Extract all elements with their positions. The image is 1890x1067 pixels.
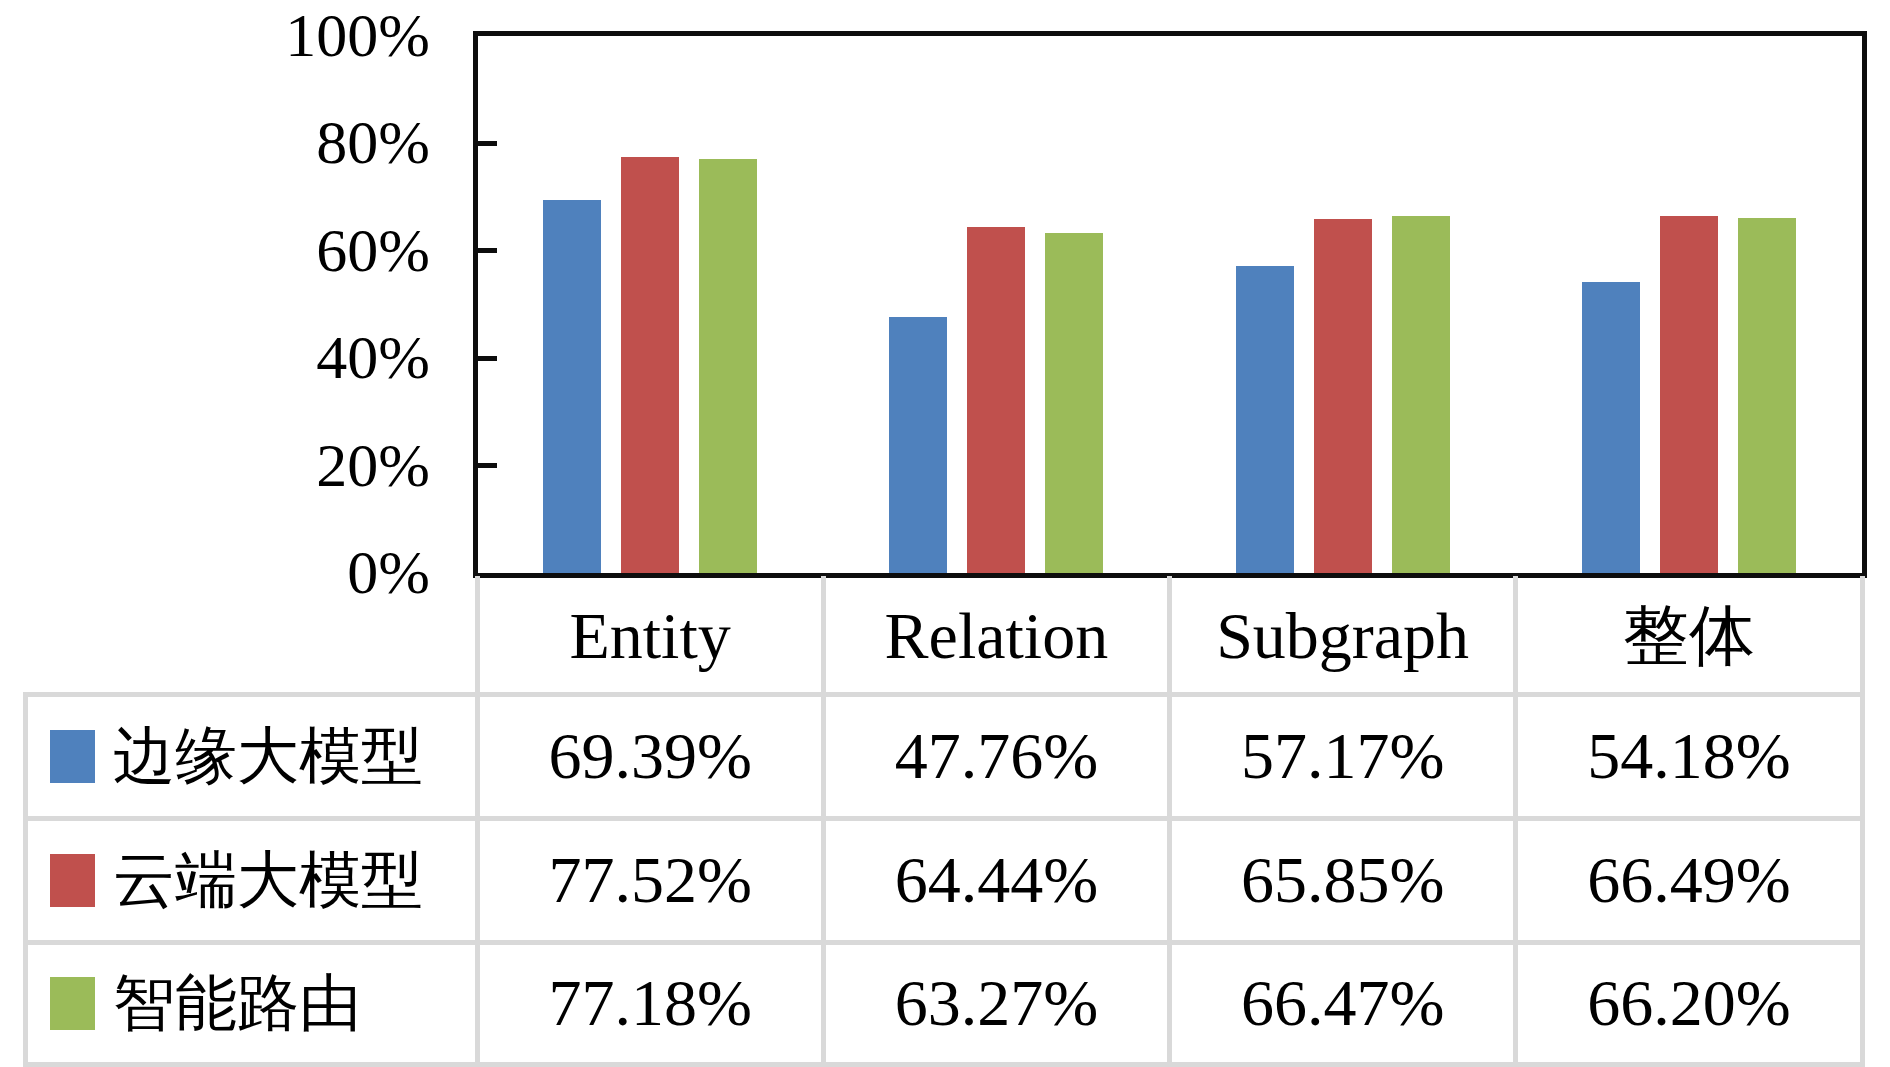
value-smart-routing-subgraph: 66.47% [1241, 970, 1444, 1036]
table-grid-vline-2 [1167, 576, 1172, 1067]
value-smart-routing-entity: 77.18% [548, 970, 751, 1036]
y-axis-label-60: 60% [0, 219, 430, 281]
value-edge-llm-subgraph: 57.17% [1241, 723, 1444, 789]
value-cloud-llm-entity: 77.52% [548, 847, 751, 913]
y-axis-label-100: 100% [0, 4, 430, 66]
table-grid-vline-left-edge [23, 692, 28, 1067]
axis-tick-40 [478, 356, 497, 361]
table-grid-vline-1 [821, 576, 826, 1067]
legend-label-edge-llm: 边缘大模型 [113, 725, 423, 787]
legend-cloud-llm: 云端大模型 [50, 849, 423, 911]
bar-smart-routing-subgraph [1392, 216, 1450, 573]
table-header-overall: 整体 [1623, 603, 1755, 669]
value-cloud-llm-subgraph: 65.85% [1241, 847, 1444, 913]
y-axis-label-80: 80% [0, 111, 430, 173]
bar-cloud-llm-subgraph [1314, 219, 1372, 573]
value-edge-llm-overall: 54.18% [1587, 723, 1790, 789]
bar-cloud-llm-overall [1660, 216, 1718, 573]
plot-area [473, 31, 1867, 578]
legend-swatch-edge-llm-icon [50, 730, 95, 783]
axis-tick-20 [478, 463, 497, 468]
bar-smart-routing-entity [699, 159, 757, 573]
table-header-entity: Entity [569, 603, 730, 669]
axis-tick-80 [478, 141, 497, 146]
y-axis-label-40: 40% [0, 326, 430, 388]
value-edge-llm-relation: 47.76% [895, 723, 1098, 789]
axis-tick-60 [478, 248, 497, 253]
table-grid-vline-3 [1513, 576, 1518, 1067]
value-edge-llm-entity: 69.39% [548, 723, 751, 789]
y-axis-label-0: 0% [0, 541, 430, 603]
table-header-subgraph: Subgraph [1216, 603, 1469, 669]
table-grid-vline-0 [475, 576, 480, 1067]
bar-edge-llm-subgraph [1236, 266, 1294, 573]
legend-label-smart-routing: 智能路由 [113, 972, 361, 1034]
bar-edge-llm-overall [1582, 282, 1640, 573]
value-cloud-llm-relation: 64.44% [895, 847, 1098, 913]
legend-label-cloud-llm: 云端大模型 [113, 849, 423, 911]
bar-cloud-llm-entity [621, 157, 679, 573]
legend-edge-llm: 边缘大模型 [50, 725, 423, 787]
bar-edge-llm-relation [889, 317, 947, 573]
value-smart-routing-overall: 66.20% [1587, 970, 1790, 1036]
legend-swatch-smart-routing-icon [50, 977, 95, 1030]
table-grid-hline-2 [23, 940, 1865, 945]
legend-swatch-cloud-llm-icon [50, 854, 95, 907]
bar-smart-routing-overall [1738, 218, 1796, 573]
legend-smart-routing: 智能路由 [50, 972, 361, 1034]
table-grid-hline-1 [23, 816, 1865, 821]
bar-smart-routing-relation [1045, 233, 1103, 573]
value-smart-routing-relation: 63.27% [895, 970, 1098, 1036]
y-axis-label-20: 20% [0, 433, 430, 495]
table-header-relation: Relation [885, 603, 1109, 669]
table-grid-hline-3 [23, 1062, 1865, 1067]
value-cloud-llm-overall: 66.49% [1587, 847, 1790, 913]
bar-edge-llm-entity [543, 200, 601, 573]
table-grid-hline-0 [23, 692, 1865, 697]
figure-grouped-bar-chart: 0% 20% 40% 60% 80% 100% Entity Relation Subgrap… [0, 0, 1890, 1067]
bar-cloud-llm-relation [967, 227, 1025, 573]
table-grid-vline-4 [1860, 576, 1865, 1067]
